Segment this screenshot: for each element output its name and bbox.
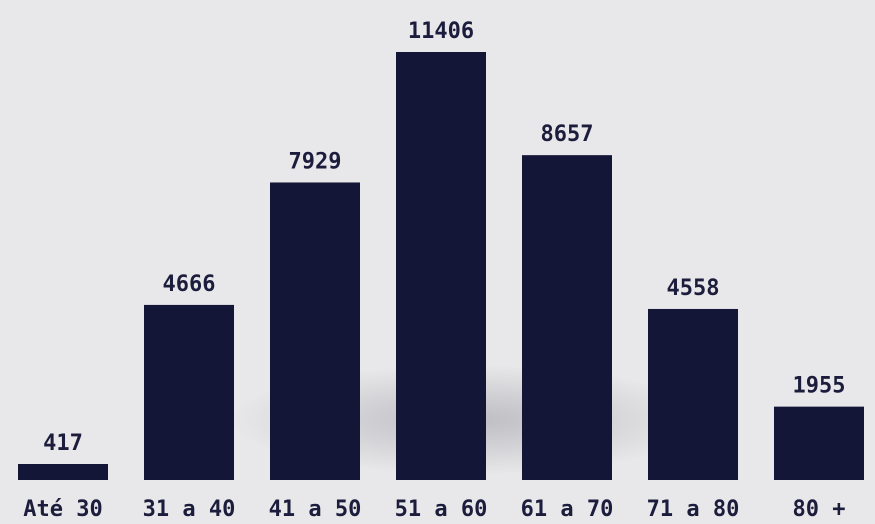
bar-value-label: 11406 xyxy=(408,19,474,44)
bar xyxy=(396,52,486,480)
bar-value-label: 4558 xyxy=(667,276,720,301)
bar xyxy=(144,304,234,480)
category-label: 31 a 40 xyxy=(143,497,236,522)
category-label: 80 + xyxy=(793,497,846,522)
bar-value-label: 8657 xyxy=(541,122,594,147)
category-label: 61 a 70 xyxy=(521,497,614,522)
category-label: 71 a 80 xyxy=(647,497,740,522)
bar xyxy=(774,406,864,480)
bar-value-label: 1955 xyxy=(793,374,846,399)
category-label: 51 a 60 xyxy=(395,497,488,522)
bar-value-label: 417 xyxy=(43,431,83,456)
category-label: 41 a 50 xyxy=(269,497,362,522)
bar xyxy=(18,464,108,480)
bar-value-label: 7929 xyxy=(289,149,342,174)
bar xyxy=(270,182,360,481)
bar-value-label: 4666 xyxy=(163,272,216,297)
bar xyxy=(522,155,612,480)
bar xyxy=(648,308,738,480)
category-label: Até 30 xyxy=(23,497,102,522)
